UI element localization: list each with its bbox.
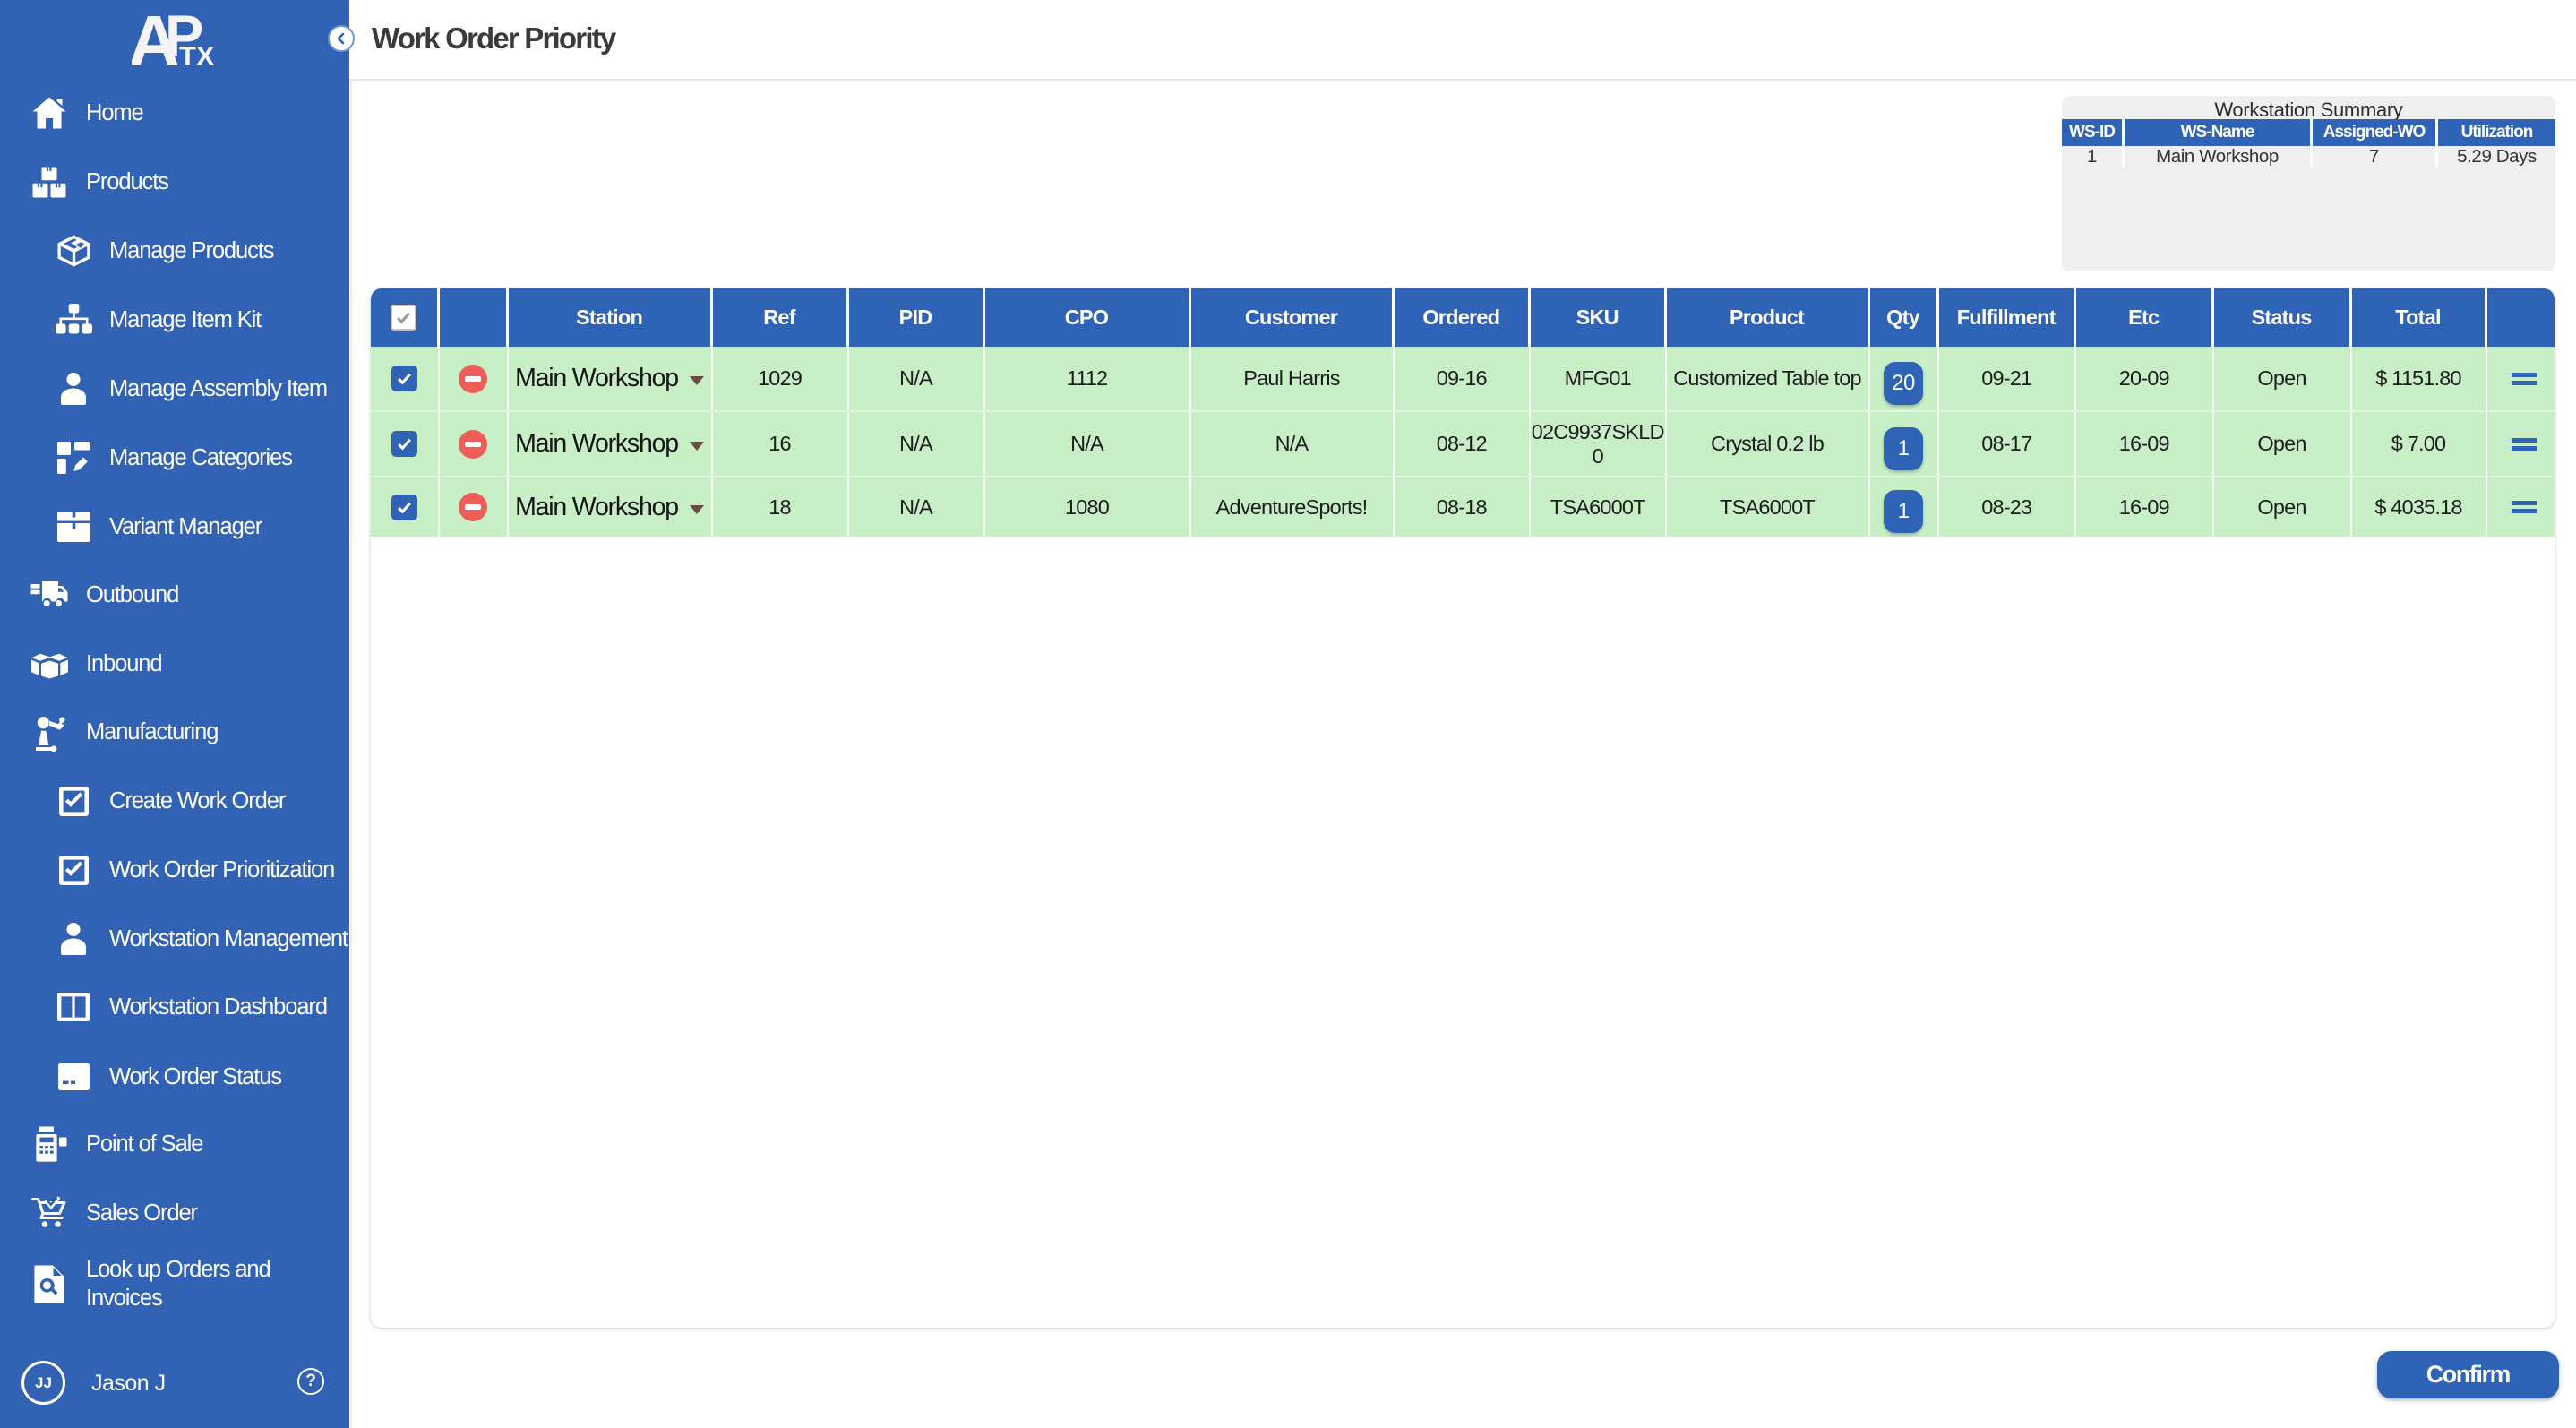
- svg-text:TX: TX: [179, 40, 215, 66]
- svg-text:P: P: [165, 7, 203, 66]
